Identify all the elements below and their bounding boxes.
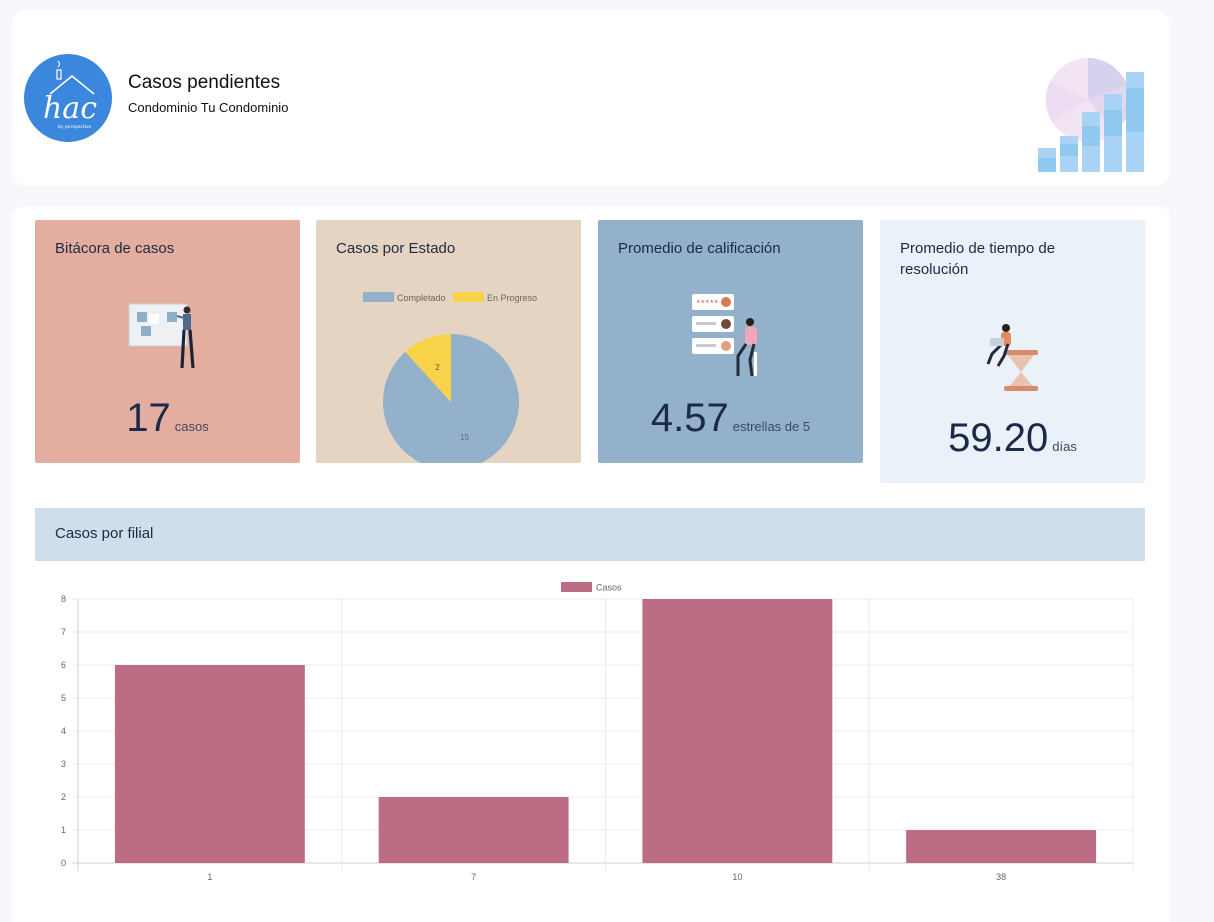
kpi-tiempo-unit: días — [1052, 439, 1077, 454]
bar-filial-10[interactable] — [642, 599, 833, 863]
y-tick-label: 2 — [61, 792, 66, 802]
kpi-bitacora-unit: casos — [174, 419, 209, 434]
hourglass-person-icon — [986, 324, 1038, 391]
x-tick-label: 1 — [207, 872, 212, 882]
kpi-tiempo-number: 59.20 — [948, 416, 1049, 460]
pie-label-en-progreso: 2 — [435, 363, 440, 372]
x-axis-ticks: 1 7 10 38 — [207, 872, 1006, 882]
kpi-tiempo-title: Promedio de tiempo de resolución — [900, 240, 1056, 278]
chart-decoration-icon — [1038, 58, 1144, 172]
kpi-bitacora-title: Bitácora de casos — [55, 240, 175, 257]
page-subtitle: Condominio Tu Condominio — [128, 100, 289, 115]
y-tick-label: 5 — [61, 693, 66, 703]
x-tick-label: 38 — [996, 872, 1006, 882]
y-axis-ticks: 0 1 2 3 4 5 6 7 8 — [61, 594, 66, 868]
logo-tagline: by perspective — [58, 124, 92, 130]
y-tick-label: 1 — [61, 825, 66, 835]
x-tick-label: 10 — [732, 872, 742, 882]
estado-pie-chart: Completado En Progreso 15 2 — [363, 292, 537, 463]
kpi-bitacora-number: 17 — [126, 396, 171, 440]
filial-section-header: Casos por filial — [35, 508, 1145, 561]
pie-slice-completado[interactable] — [383, 334, 519, 463]
chart-bars — [114, 599, 1097, 863]
kpi-calificacion-card: Promedio de calificación ★★★★★ 4.57 estre… — [598, 220, 863, 463]
legend-swatch-casos[interactable] — [561, 582, 592, 592]
legend-swatch-completado[interactable] — [363, 292, 394, 302]
rating-reviews-icon: ★★★★★ — [692, 294, 757, 377]
pie-label-completado: 15 — [460, 433, 469, 442]
company-logo: hac by perspective — [24, 54, 112, 142]
header-card: hac by perspective Casos pendientes Cond… — [12, 10, 1170, 186]
y-tick-label: 3 — [61, 759, 66, 769]
y-tick-label: 4 — [61, 726, 66, 736]
legend-label-completado: Completado — [397, 293, 446, 303]
kpi-calificacion-number: 4.57 — [650, 396, 729, 440]
y-tick-label: 7 — [61, 627, 66, 637]
legend-label-en-progreso: En Progreso — [487, 293, 537, 303]
y-tick-label: 0 — [61, 858, 66, 868]
filial-bar-chart: Casos 0 1 2 3 4 5 6 7 8 1 7 10 38 — [61, 582, 1134, 882]
kpi-calificacion-unit: estrellas de 5 — [732, 419, 811, 434]
y-tick-label: 8 — [61, 594, 66, 604]
legend-label-casos: Casos — [596, 583, 622, 593]
bar-filial-7[interactable] — [378, 797, 569, 863]
logo-text: hac — [43, 91, 97, 126]
x-tick-label: 7 — [471, 872, 476, 882]
bar-filial-1[interactable] — [114, 665, 305, 863]
legend-swatch-en-progreso[interactable] — [453, 292, 484, 302]
kpi-tiempo-value: 59.20 días — [880, 416, 1145, 461]
y-tick-label: 6 — [61, 660, 66, 670]
kpi-calificacion-title: Promedio de calificación — [618, 240, 781, 257]
kpi-bitacora-card: Bitácora de casos 17 casos — [35, 220, 300, 463]
svg-text:★★★★★: ★★★★★ — [696, 299, 719, 305]
bar-filial-38[interactable] — [906, 830, 1097, 863]
kpi-bitacora-value: 17 casos — [35, 396, 300, 441]
filial-title: Casos por filial — [55, 525, 154, 542]
kpi-tiempo-card: Promedio de tiempo de resolución 59.20 dí… — [880, 220, 1145, 483]
kpi-estado-title: Casos por Estado — [336, 240, 456, 257]
dashboard-panel: Bitácora de casos 17 casos Casos por Esta… — [12, 207, 1170, 922]
page-title: Casos pendientes — [128, 72, 281, 93]
whiteboard-person-icon — [128, 303, 195, 369]
kpi-calificacion-value: 4.57 estrellas de 5 — [598, 396, 863, 441]
pie-slice-en-progreso[interactable] — [405, 334, 451, 402]
kpi-estado-card: Casos por Estado Completado En Progreso … — [316, 220, 581, 463]
